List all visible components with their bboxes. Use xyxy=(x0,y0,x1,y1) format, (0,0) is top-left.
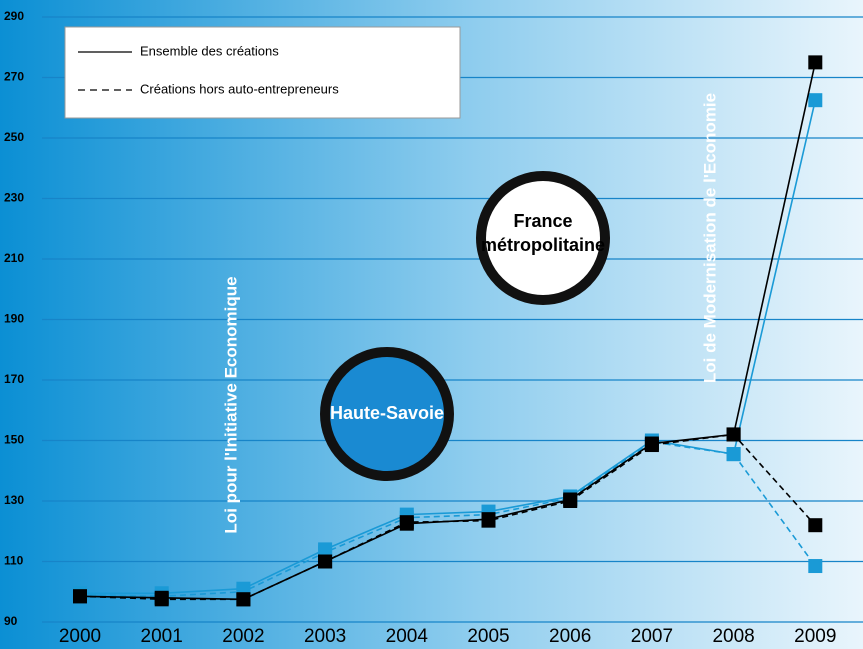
y-tick-label: 270 xyxy=(4,70,24,84)
x-tick-label: 2004 xyxy=(386,626,429,647)
y-tick-label: 250 xyxy=(4,130,24,144)
marker xyxy=(236,592,251,607)
x-tick-label: 2003 xyxy=(304,626,346,647)
annotation: France xyxy=(513,211,572,231)
y-tick-label: 210 xyxy=(4,251,24,265)
x-tick-label: 2000 xyxy=(59,626,101,647)
x-tick-label: 2008 xyxy=(712,626,754,647)
x-tick-label: 2007 xyxy=(631,626,673,647)
y-tick-label: 130 xyxy=(4,493,24,507)
marker xyxy=(154,592,169,607)
marker xyxy=(808,518,823,533)
callout-circle xyxy=(476,171,610,305)
y-tick-label: 290 xyxy=(4,9,24,23)
x-tick-label: 2009 xyxy=(794,626,836,647)
annotation: Loi de Modernisation de l'Economie xyxy=(700,93,719,383)
x-tick-label: 2001 xyxy=(141,626,183,647)
legend-label: Ensemble des créations xyxy=(140,43,279,58)
legend-label: Créations hors auto-entrepreneurs xyxy=(140,81,339,96)
marker xyxy=(644,438,659,453)
y-tick-label: 230 xyxy=(4,191,24,205)
annotation: métropolitaine xyxy=(481,235,605,255)
marker xyxy=(563,494,578,508)
marker xyxy=(726,427,741,442)
legend xyxy=(64,26,461,119)
annotation: Haute-Savoie xyxy=(330,403,444,423)
marker xyxy=(73,589,87,604)
marker xyxy=(808,93,823,108)
marker xyxy=(399,515,414,530)
y-tick-label: 110 xyxy=(4,554,24,568)
marker xyxy=(481,513,496,528)
callout-circle xyxy=(320,347,454,481)
y-tick-label: 90 xyxy=(4,614,18,628)
y-tick-label: 150 xyxy=(4,433,24,447)
annotation: Loi pour l'Initiative Economique xyxy=(221,276,240,533)
marker xyxy=(726,447,741,462)
y-tick-label: 170 xyxy=(4,372,24,386)
x-tick-label: 2005 xyxy=(467,626,509,647)
series-line xyxy=(80,100,817,595)
series-line xyxy=(79,433,816,601)
y-tick-label: 190 xyxy=(4,312,24,326)
series-line xyxy=(79,441,816,598)
marker xyxy=(808,559,823,574)
x-tick-label: 2002 xyxy=(222,626,264,647)
marker xyxy=(318,554,333,569)
x-tick-label: 2006 xyxy=(549,626,591,647)
marker xyxy=(808,55,823,70)
